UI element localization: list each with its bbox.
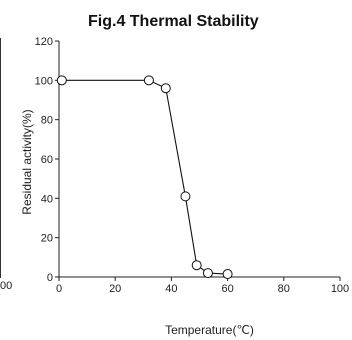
y-tick-label: 40 [41, 193, 53, 205]
cropped-neighbor-tick-label: 00 [0, 280, 13, 292]
ticks: 0 20 40 60 80 100 120 0 20 40 60 80 100 [35, 36, 350, 295]
series [56, 75, 233, 280]
x-axis-label: Temperature(℃) [165, 323, 254, 337]
data-point [160, 83, 171, 94]
axes [58, 41, 340, 278]
data-point [56, 75, 67, 86]
y-tick-label: 80 [41, 115, 53, 127]
chart-title: Fig.4 Thermal Stability [88, 13, 259, 30]
data-point [191, 260, 202, 271]
series-line [61, 79, 228, 275]
y-tick-label: 0 [47, 272, 53, 284]
x-tick-label: 100 [331, 283, 349, 295]
x-tick-label: 40 [165, 283, 177, 295]
x-tick-label: 80 [278, 283, 290, 295]
data-point [202, 268, 213, 279]
x-tick-label: 60 [221, 283, 233, 295]
data-point [222, 269, 233, 280]
y-tick-label: 100 [35, 75, 53, 87]
y-tick-label: 60 [41, 154, 53, 166]
cropped-neighbor-axis [0, 38, 1, 278]
data-point [180, 191, 191, 202]
data-point [143, 75, 154, 86]
y-tick-label: 20 [41, 233, 53, 245]
y-axis-label: Residual activity(%) [20, 109, 34, 214]
x-tick-label: 20 [109, 283, 121, 295]
x-tick-label: 0 [56, 283, 62, 295]
y-tick-label: 120 [35, 36, 53, 48]
